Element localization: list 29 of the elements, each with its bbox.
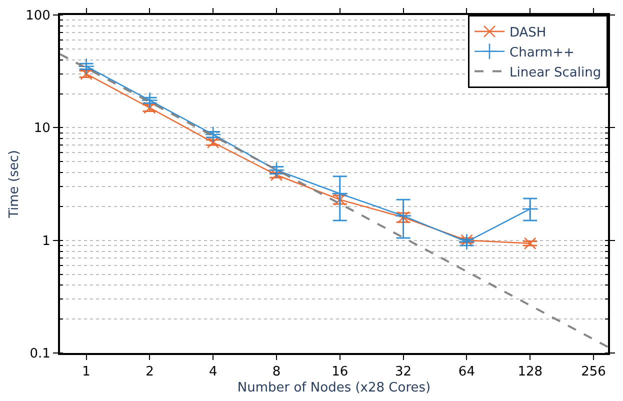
point — [206, 136, 220, 149]
point — [78, 58, 95, 75]
x-tick-label: 64 — [458, 364, 475, 380]
y-tick-label: 100 — [26, 8, 50, 24]
y-tick-label: 10 — [34, 121, 50, 136]
x-tick-label: 16 — [332, 364, 348, 380]
y-tick-label: 1 — [42, 234, 50, 249]
legend-label: Charm++ — [510, 45, 574, 60]
point — [460, 234, 473, 246]
legend-label: Linear Scaling — [510, 65, 602, 80]
y-tick-label: 0.1 — [30, 346, 50, 362]
point — [522, 200, 538, 218]
x-axis-title: Number of Nodes (x28 Cores) — [237, 380, 431, 396]
point — [458, 233, 476, 250]
x-tick-label: 2 — [146, 364, 154, 380]
x-tick-label: 256 — [581, 364, 606, 380]
x-tick-label: 128 — [518, 364, 543, 380]
point — [204, 126, 222, 143]
point — [268, 162, 285, 178]
point — [332, 185, 348, 202]
y-axis-title: Time (sec) — [7, 150, 22, 220]
point — [141, 92, 158, 109]
point — [394, 207, 412, 224]
x-tick-label: 1 — [82, 364, 90, 380]
point — [524, 237, 536, 250]
x-tick-label: 32 — [395, 364, 412, 380]
x-tick-label: 8 — [272, 364, 281, 380]
x-tick-label: 4 — [208, 364, 218, 380]
legend-label: DASH — [510, 26, 546, 41]
